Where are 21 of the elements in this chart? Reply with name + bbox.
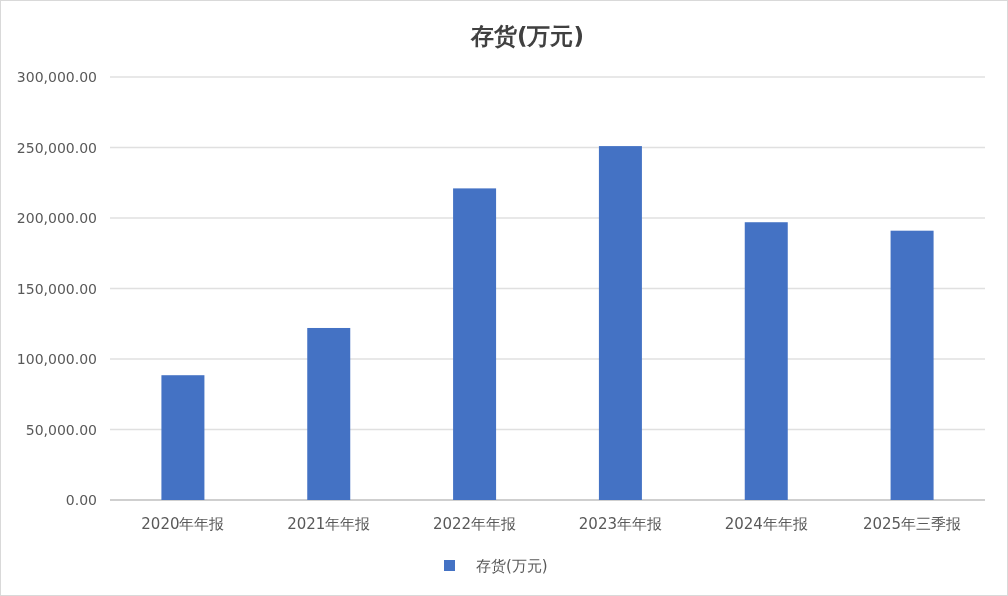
x-tick-label: 2022年年报 <box>432 515 517 533</box>
y-tick-label: 50,000.00 <box>25 421 97 438</box>
y-tick-label: 100,000.00 <box>16 351 97 367</box>
bar <box>744 222 788 500</box>
bar <box>161 375 205 500</box>
y-tick-label: 0.00 <box>65 492 97 508</box>
x-tick-label: 2021年年报 <box>287 515 371 533</box>
y-tick-label: 200,000.00 <box>16 210 97 226</box>
legend-label: 存货(万元) <box>476 557 548 575</box>
x-tick-label: 2023年年报 <box>578 515 663 533</box>
chart-title: 存货(万元) <box>469 23 585 49</box>
bar <box>453 188 497 500</box>
bar <box>598 146 642 500</box>
x-tick-label: 2025年三季报 <box>862 515 962 533</box>
y-tick-label: 300,000.00 <box>16 69 97 85</box>
x-tick-label: 2024年年报 <box>724 515 808 533</box>
y-tick-label: 250,000.00 <box>16 139 97 156</box>
y-tick-label: 150,000.00 <box>16 280 97 297</box>
x-tick-label: 2020年年报 <box>141 515 225 533</box>
bar <box>890 230 934 500</box>
bar <box>307 327 351 500</box>
